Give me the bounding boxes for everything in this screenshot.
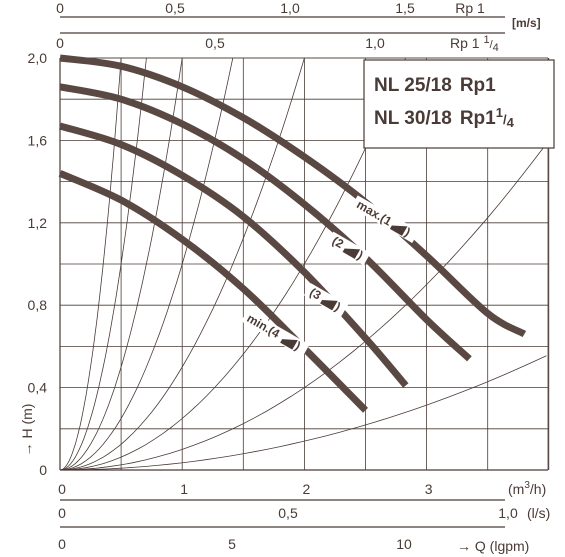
curve-label-text: max.(1: [354, 197, 394, 228]
pump-curves: [58, 54, 527, 413]
rp1-tick-3: 1,5: [395, 0, 415, 16]
top-axis-rp114: 0 0,5 1,0 Rp 1 1/4: [56, 32, 505, 54]
rp114-tick-0: 0: [56, 35, 64, 51]
ls-tick-2: 1,0: [498, 505, 518, 521]
system-curve: [59, 57, 406, 471]
curve-labels: max.(1)(2)(3)min.(4): [241, 195, 420, 357]
gpm-tick-2: 10: [396, 536, 412, 552]
y-tick-label: 0,4: [28, 380, 48, 396]
y-axis-ticks: 0 0,4 0,8 1,2 1,6 2,0: [28, 50, 48, 478]
system-curve: [59, 57, 147, 471]
speed-marker-icon: [342, 248, 361, 259]
x-axis-m3h-ticks: 0 1 2 3: [58, 481, 433, 497]
y-axis-label: → H (m): [19, 404, 35, 457]
rp114-tick-2: 1,0: [365, 35, 385, 51]
ls-tick-1: 0,5: [278, 505, 298, 521]
rp1-tick-0: 0: [56, 0, 64, 16]
legend: NL 25/18 Rp1 NL 30/18 Rp11/4: [363, 59, 555, 149]
gpm-tick-0: 0: [58, 536, 66, 552]
curve-label: (3): [303, 283, 349, 317]
velocity-unit-label: [m/s]: [512, 16, 541, 30]
x-axis-ls: 0 0,5 1,0 (l/s): [58, 499, 550, 521]
curve-label: max.(1): [350, 195, 420, 243]
ls-tick-0: 0: [58, 505, 66, 521]
system-curve: [59, 143, 547, 471]
rp1-label: Rp 1: [455, 0, 485, 16]
speed-marker-icon: [320, 299, 338, 311]
rp1-tick-1: 0,5: [165, 0, 185, 16]
legend-line2: NL 30/18 Rp11/4: [374, 105, 515, 130]
curve-label-close: ): [402, 225, 412, 239]
x-tick-label: 1: [180, 481, 188, 497]
x-tick-label: 3: [425, 481, 433, 497]
system-curve: [59, 355, 547, 471]
pump-curve-3: [58, 122, 409, 388]
system-curve: [59, 57, 234, 471]
y-tick-label: 1,2: [28, 215, 48, 231]
system-curve: [59, 57, 183, 471]
ls-label: (l/s): [527, 505, 550, 521]
system-curves: [59, 57, 547, 471]
gpm-tick-1: 5: [228, 536, 236, 552]
curve-label: (2): [326, 231, 371, 266]
y-tick-label: 0: [39, 462, 47, 478]
y-tick-label: 1,6: [28, 132, 48, 148]
x-tick-label: 2: [303, 481, 311, 497]
x-tick-label: 0: [58, 481, 66, 497]
m3h-label: (m3/h): [508, 480, 546, 497]
rp114-label: Rp 1 1/4: [450, 34, 499, 54]
pump-curve-max1: [59, 54, 527, 338]
gpm-label: → Q (lgpm): [457, 538, 529, 554]
y-tick-label: 0,8: [28, 297, 48, 313]
speed-marker-icon: [280, 339, 298, 350]
speed-marker-icon: [389, 225, 408, 236]
curve-label-close: ): [355, 248, 365, 262]
curve-label-close: ): [293, 339, 303, 353]
system-curve: [59, 57, 305, 471]
rp1-tick-2: 1,0: [280, 0, 300, 16]
pump-curve-min4: [58, 170, 368, 413]
legend-line1: NL 25/18 Rp1: [374, 75, 496, 96]
system-curve: [59, 57, 122, 471]
top-axis-rp1: 0 0,5 1,0 1,5 Rp 1 [m/s]: [56, 0, 541, 30]
y-tick-label: 2,0: [28, 50, 48, 66]
curve-label-close: ): [333, 300, 343, 314]
pump-curve-2: [59, 83, 472, 362]
curve-label-text: min.(4: [245, 311, 283, 341]
rp114-tick-1: 0,5: [205, 35, 225, 51]
x-axis-gpm: 0 5 10 → Q (lgpm): [58, 526, 529, 554]
